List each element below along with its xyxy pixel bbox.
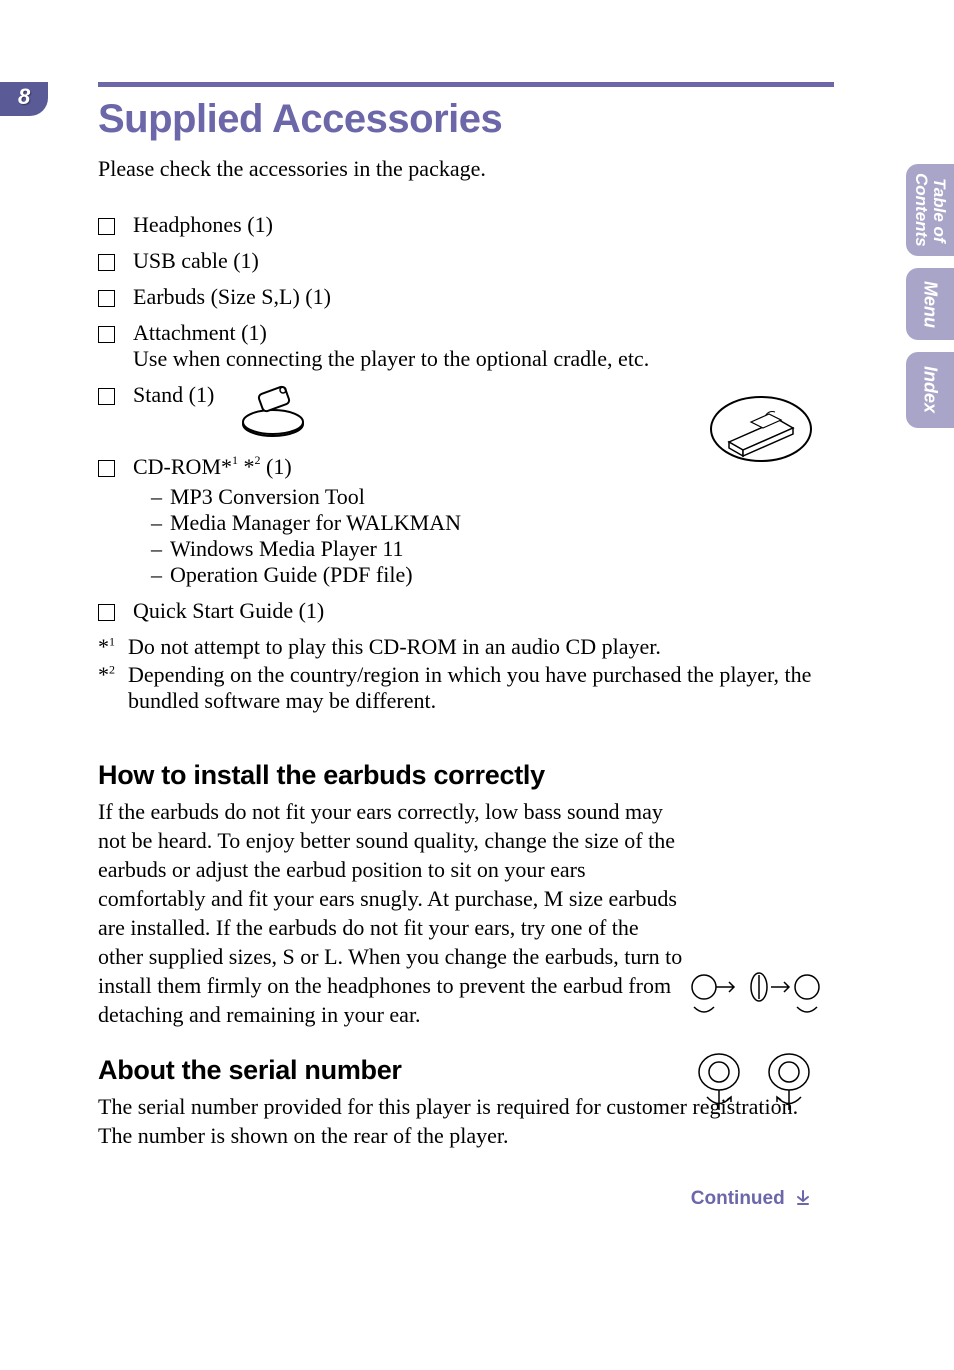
sub-item: MP3 Conversion Tool xyxy=(151,484,834,510)
checkbox-icon xyxy=(98,218,115,235)
footnote-2: *2 Depending on the country/region in wh… xyxy=(98,662,834,714)
tab-table-of-contents[interactable]: Table of Contents xyxy=(906,164,954,256)
tab-menu[interactable]: Menu xyxy=(906,268,954,340)
footnote-sup: 2 xyxy=(255,453,261,467)
attachment-illustration xyxy=(709,394,814,469)
checkbox-icon xyxy=(98,326,115,343)
earbud-heading: How to install the earbuds correctly xyxy=(98,760,834,791)
list-item: Earbuds (Size S,L) (1) xyxy=(98,284,834,310)
checkbox-icon xyxy=(98,460,115,477)
item-label: Stand (1) xyxy=(133,382,214,407)
footnote-sup: 1 xyxy=(232,453,238,467)
checkbox-icon xyxy=(98,604,115,621)
continued-label: Continued xyxy=(691,1188,785,1209)
footnote-text: Depending on the country/region in which… xyxy=(128,662,834,714)
sub-item: Operation Guide (PDF file) xyxy=(151,562,834,588)
continued-indicator: Continued xyxy=(98,1188,812,1210)
list-item: CD-ROM*1 *2 (1) MP3 Conversion Tool Medi… xyxy=(98,454,834,588)
tab-index[interactable]: Index xyxy=(906,352,954,428)
heading-rule xyxy=(98,82,834,87)
checkbox-icon xyxy=(98,254,115,271)
footnote-num: 1 xyxy=(109,635,115,649)
list-item: Attachment (1) Use when connecting the p… xyxy=(98,320,834,372)
footnote-star: * xyxy=(98,634,109,659)
list-item: Headphones (1) xyxy=(98,212,834,238)
footnote-1: *1 Do not attempt to play this CD-ROM in… xyxy=(98,634,834,660)
footnote-num: 2 xyxy=(109,663,115,677)
checkbox-icon xyxy=(98,388,115,405)
checkbox-icon xyxy=(98,290,115,307)
intro-text: Please check the accessories in the pack… xyxy=(98,156,834,182)
list-item: Quick Start Guide (1) xyxy=(98,598,834,624)
footnote-marker: * xyxy=(244,454,255,479)
list-item: USB cable (1) xyxy=(98,248,834,274)
sub-item: Windows Media Player 11 xyxy=(151,536,834,562)
item-label: Headphones (1) xyxy=(133,212,834,238)
page-number-tab: 8 xyxy=(0,82,48,116)
sub-item: Media Manager for WALKMAN xyxy=(151,510,834,536)
side-tabs: Table of Contents Menu Index xyxy=(906,164,954,428)
earbud-change-illustration xyxy=(679,957,829,1032)
footnote-marker: * xyxy=(221,454,232,479)
item-label: CD-ROM xyxy=(133,454,221,479)
cdrom-contents-list: MP3 Conversion Tool Media Manager for WA… xyxy=(151,484,834,588)
item-label: Attachment (1) xyxy=(133,320,267,345)
item-qty: (1) xyxy=(261,454,292,479)
page-title: Supplied Accessories xyxy=(98,97,834,142)
footnote-star: * xyxy=(98,662,109,687)
item-note: Use when connecting the player to the op… xyxy=(133,346,649,371)
item-label: Quick Start Guide (1) xyxy=(133,598,834,624)
stand-illustration xyxy=(238,418,308,443)
arrow-down-icon xyxy=(794,1189,812,1207)
item-label: USB cable (1) xyxy=(133,248,834,274)
footnote-text: Do not attempt to play this CD-ROM in an… xyxy=(128,634,661,660)
item-label: Earbuds (Size S,L) (1) xyxy=(133,284,834,310)
earbud-turn-illustration xyxy=(679,1042,829,1122)
